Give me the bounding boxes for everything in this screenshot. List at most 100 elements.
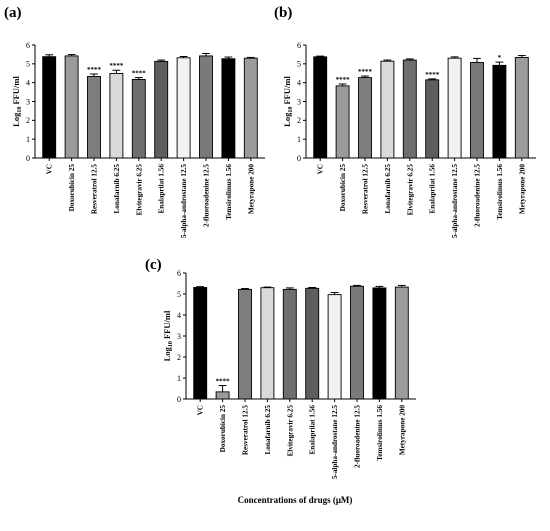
bar-lonafarnib-6-25 <box>260 287 275 400</box>
y-tick-label: 0 <box>26 154 30 163</box>
bar-elvitegravir-6-25 <box>131 79 146 159</box>
bar-doxorubicin-25 <box>64 55 79 159</box>
bar-metyrapone-200 <box>243 57 258 159</box>
y-tick-label: 1 <box>297 135 301 144</box>
y-tick-label: 2 <box>177 353 181 362</box>
y-tick-label: 0 <box>177 395 181 404</box>
x-tick-label-elvitegravir-6-25: Elvitegravir 6.25 <box>286 405 294 457</box>
x-tick-label-metyrapone-200: Metyrapone 200 <box>518 164 526 215</box>
x-tick-label-enalaprilat-1-56: Enalaprilat 1.56 <box>429 164 437 214</box>
x-tick-label-temsirolimus-1-56: Temsirolimus 1.56 <box>496 164 504 220</box>
y-tick-label: 5 <box>26 60 30 69</box>
y-tick-label: 2 <box>26 116 30 125</box>
y-tick-label: 1 <box>177 374 181 383</box>
x-tick-label-doxorubicin-25: Doxorubicin 25 <box>339 164 347 212</box>
x-tick-label-lonafarnib-6-25: Lonafarnib 6.25 <box>113 164 121 214</box>
y-tick-label: 4 <box>26 78 30 87</box>
bar-2-fluoroadenine-12-5 <box>350 285 364 400</box>
y-tick-label: 6 <box>297 41 301 50</box>
bar-lonafarnib-6-25 <box>109 72 124 159</box>
x-tick-label-elvitegravir-6-25: Elvitegravir 6.25 <box>406 164 414 216</box>
bar-doxorubicin-25 <box>215 391 230 400</box>
bar-metyrapone-200 <box>394 286 409 400</box>
bar-resveratrol-12-5 <box>238 288 252 400</box>
bar-vc <box>313 56 328 159</box>
x-tick-label-temsirolimus-1-56: Temsirolimus 1.56 <box>225 164 233 220</box>
significance-label: **** <box>336 76 351 84</box>
x-tick-label-elvitegravir-6-25: Elvitegravir 6.25 <box>135 164 143 216</box>
significance-label: **** <box>216 378 231 386</box>
x-tick-label-2-fluoroadenine-12-5: 2-fluoroadenine 12.5 <box>354 405 362 468</box>
y-tick-label: 5 <box>297 60 301 69</box>
bar-resveratrol-12-5 <box>358 77 372 159</box>
bar-elvitegravir-6-25 <box>402 59 417 159</box>
y-tick-label: 4 <box>297 78 301 87</box>
bar-vc <box>42 56 57 159</box>
x-tick-label-5-alpha-androstane-12-5: 5-alpha-androstane 12.5 <box>331 405 339 480</box>
bar-temsirolimus-1-56 <box>372 287 387 400</box>
significance-label: **** <box>87 66 102 74</box>
x-tick-label-doxorubicin-25: Doxorubicin 25 <box>68 164 76 212</box>
bar-doxorubicin-25 <box>335 85 350 159</box>
bar-2-fluoroadenine-12-5 <box>199 55 213 159</box>
x-axis-title: Concentrations of drugs (μM) <box>238 495 353 505</box>
panel-label: (c) <box>145 257 162 273</box>
panel-a: (a) 0 1 2 3 4 5 6 Log10 FFU/ml VC Doxorubicin 25 **… <box>4 5 265 238</box>
x-tick-label-lonafarnib-6-25: Lonafarnib 6.25 <box>384 164 392 214</box>
y-tick-label: 3 <box>297 97 301 106</box>
bar-elvitegravir-6-25 <box>282 288 297 400</box>
panel-label: (b) <box>274 5 292 21</box>
x-tick-label-vc: VC <box>197 405 205 415</box>
y-tick-label: 6 <box>26 41 30 50</box>
y-axis-title: Log10 FFU/ml <box>11 76 23 127</box>
y-axis-title: Log10 FFU/ml <box>162 310 174 361</box>
bar-enalaprilat-1-56 <box>305 287 320 400</box>
x-tick-label-5-alpha-androstane-12-5: 5-alpha-androstane 12.5 <box>451 164 459 239</box>
bar-vc <box>193 287 208 400</box>
x-tick-label-2-fluoroadenine-12-5: 2-fluoroadenine 12.5 <box>203 164 211 227</box>
x-tick-label-temsirolimus-1-56: Temsirolimus 1.56 <box>376 405 384 461</box>
panel-b: (b) 0 1 2 3 4 5 6 Log10 FFU/ml VC **** Doxorubicin … <box>274 5 536 238</box>
y-tick-label: 0 <box>297 154 301 163</box>
panel-label: (a) <box>4 5 22 21</box>
bar-2-fluoroadenine-12-5 <box>470 62 484 159</box>
y-tick-label: 3 <box>177 332 181 341</box>
x-tick-label-resveratrol-12-5: Resveratrol 12.5 <box>242 405 250 456</box>
x-tick-label-metyrapone-200: Metyrapone 200 <box>247 164 255 215</box>
x-tick-label-5-alpha-androstane-12-5: 5-alpha-androstane 12.5 <box>180 164 188 239</box>
x-tick-label-resveratrol-12-5: Resveratrol 12.5 <box>362 164 370 215</box>
x-tick-label-lonafarnib-6-25: Lonafarnib 6.25 <box>264 405 272 455</box>
x-tick-label-vc: VC <box>317 164 325 174</box>
significance-label: **** <box>358 68 373 76</box>
bar-resveratrol-12-5 <box>87 76 101 159</box>
y-tick-label: 4 <box>177 311 181 320</box>
bar-5-alpha-androstane-12-5 <box>327 294 342 400</box>
x-tick-label-resveratrol-12-5: Resveratrol 12.5 <box>91 164 99 215</box>
bar-5-alpha-androstane-12-5 <box>447 57 462 159</box>
bar-lonafarnib-6-25 <box>380 60 395 159</box>
y-tick-label: 6 <box>177 269 181 278</box>
y-axis-title: Log10 FFU/ml <box>282 76 294 127</box>
x-tick-label-doxorubicin-25: Doxorubicin 25 <box>219 405 227 453</box>
x-tick-label-2-fluoroadenine-12-5: 2-fluoroadenine 12.5 <box>474 164 482 227</box>
bar-enalaprilat-1-56 <box>425 79 440 159</box>
y-tick-label: 5 <box>177 290 181 299</box>
x-tick-label-enalaprilat-1-56: Enalaprilat 1.56 <box>158 164 166 214</box>
y-tick-label: 2 <box>297 116 301 125</box>
y-tick-label: 3 <box>26 97 30 106</box>
bar-metyrapone-200 <box>514 56 529 159</box>
y-tick-label: 1 <box>26 135 30 144</box>
bar-temsirolimus-1-56 <box>221 58 236 159</box>
x-tick-label-metyrapone-200: Metyrapone 200 <box>398 405 406 456</box>
significance-label: **** <box>425 71 440 79</box>
bar-enalaprilat-1-56 <box>154 60 169 159</box>
significance-label: **** <box>109 62 124 70</box>
significance-label: * <box>498 54 502 62</box>
x-tick-label-enalaprilat-1-56: Enalaprilat 1.56 <box>309 405 317 455</box>
bar-5-alpha-androstane-12-5 <box>176 57 191 159</box>
panel-c: (c) 0 1 2 3 4 5 6 Log10 FFU/ml VC **** Doxorubicin … <box>145 257 416 479</box>
bar-temsirolimus-1-56 <box>492 64 507 159</box>
significance-label: **** <box>132 70 147 78</box>
